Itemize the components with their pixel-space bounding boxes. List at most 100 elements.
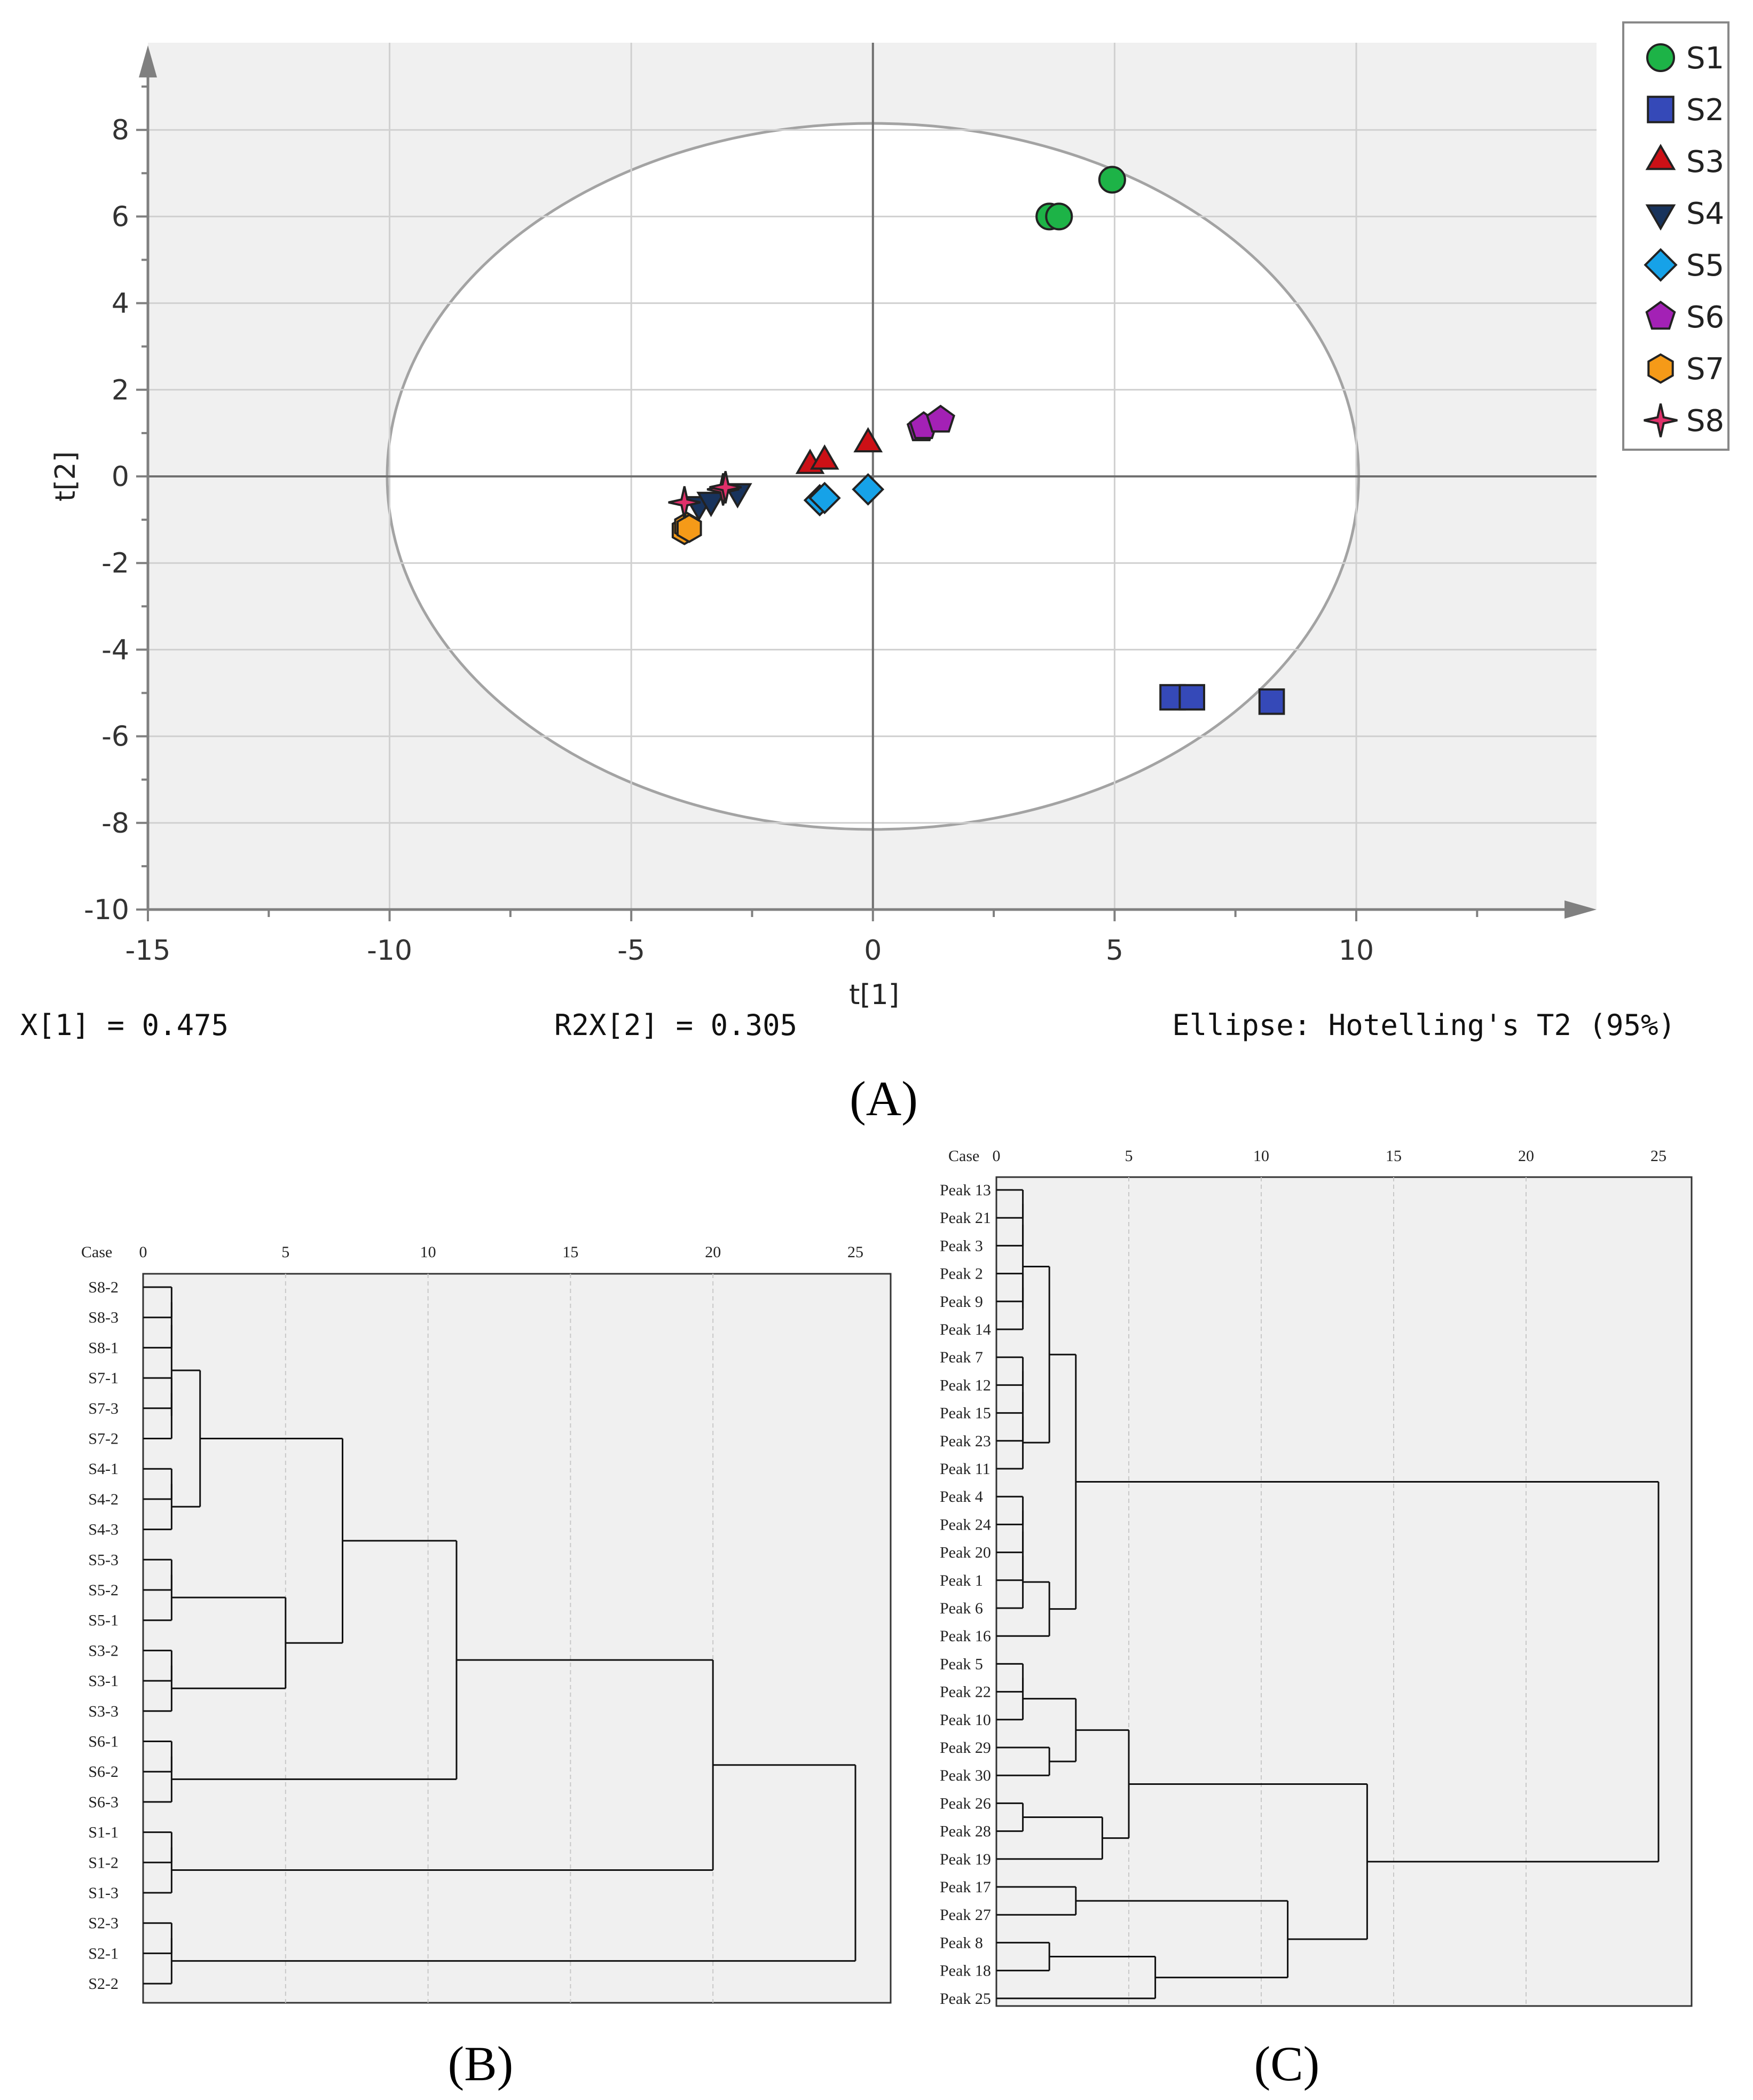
data-point-s8 bbox=[709, 471, 742, 504]
dendrogram-c-case-label: Case bbox=[948, 1147, 979, 1165]
y-tick-label: 8 bbox=[112, 114, 129, 146]
data-point-s1 bbox=[1098, 166, 1126, 194]
dendrogram-leaf-label: Peak 28 bbox=[940, 1823, 991, 1840]
dendrogram-scale-label: 0 bbox=[993, 1147, 1001, 1165]
dendrogram-leaf-label: Peak 6 bbox=[940, 1600, 983, 1617]
legend-label-s7: S7 bbox=[1686, 352, 1724, 387]
dendrogram-b-case-label: Case bbox=[81, 1243, 112, 1261]
data-point-s5 bbox=[852, 473, 885, 506]
legend-label-s6: S6 bbox=[1686, 300, 1724, 335]
panel-label-c: (C) bbox=[1254, 2036, 1320, 2091]
dendrogram-leaf-label: Peak 3 bbox=[940, 1237, 983, 1255]
dendrogram-leaf-label: Peak 17 bbox=[940, 1878, 991, 1896]
dendrogram-leaf-label: Peak 11 bbox=[940, 1460, 991, 1478]
dendrogram-leaf-label: Peak 20 bbox=[940, 1544, 991, 1562]
dendrogram-leaf-label: S8-2 bbox=[88, 1279, 119, 1296]
legend-box bbox=[1622, 21, 1730, 451]
data-point-s3 bbox=[809, 444, 839, 470]
dendrogram-c-leaf-labels: Peak 13 Peak 21 Peak 3 Peak 2 Peak 9 Peak 14 P… bbox=[940, 1181, 991, 2008]
dendrogram-leaf-label: S8-1 bbox=[88, 1339, 119, 1357]
y-tick-label: 0 bbox=[112, 461, 129, 493]
legend-label-s3: S3 bbox=[1686, 145, 1724, 179]
dendrogram-leaf-label: S2-1 bbox=[88, 1945, 119, 1962]
dendrogram-scale-label: 10 bbox=[420, 1243, 436, 1261]
dendrogram-leaf-label: S4-2 bbox=[88, 1491, 119, 1508]
dendrogram-leaf-label: Peak 5 bbox=[940, 1655, 983, 1673]
legend-marker-s5 bbox=[1644, 248, 1678, 282]
y-axis-label: t[2] bbox=[50, 451, 82, 502]
x-tick-label: -10 bbox=[367, 935, 412, 967]
dendrogram-leaf-label: Peak 13 bbox=[940, 1181, 991, 1199]
data-point-s2 bbox=[1258, 688, 1285, 715]
footer-r2x2: R2X[2] = 0.305 bbox=[554, 1008, 797, 1042]
dendrogram-leaf-label: Peak 18 bbox=[940, 1962, 991, 1980]
y-tick-label: -6 bbox=[101, 721, 129, 753]
dendrogram-c-background bbox=[995, 1176, 1693, 2007]
legend-marker-s4 bbox=[1645, 204, 1676, 231]
dendrogram-b-gridlines bbox=[285, 1274, 714, 2003]
data-point-s3 bbox=[853, 427, 883, 452]
dendrogram-leaf-label: S6-2 bbox=[88, 1763, 119, 1781]
dendrogram-scale-label: 5 bbox=[1125, 1147, 1133, 1165]
dendrogram-scale-label: 20 bbox=[705, 1243, 721, 1261]
y-tick-label: 6 bbox=[112, 201, 129, 233]
panel-label-b: (B) bbox=[448, 2036, 514, 2091]
legend-marker-s6 bbox=[1645, 301, 1676, 330]
legend-label-s1: S1 bbox=[1686, 41, 1724, 76]
dendrogram-scale-label: 5 bbox=[281, 1243, 289, 1261]
dendrogram-leaf-label: Peak 7 bbox=[940, 1349, 983, 1366]
dendrogram-leaf-label: Peak 10 bbox=[940, 1711, 991, 1729]
dendrogram-leaf-label: S5-2 bbox=[88, 1581, 119, 1599]
dendrogram-b-background bbox=[142, 1273, 892, 2004]
dendrogram-c-branches bbox=[996, 1189, 1660, 2000]
dendrogram-leaf-label: S1-1 bbox=[88, 1824, 119, 1842]
dendrogram-leaf-label: Peak 19 bbox=[940, 1851, 991, 1868]
data-point-s4 bbox=[696, 491, 726, 518]
dendrogram-leaf-label: Peak 1 bbox=[940, 1572, 983, 1589]
y-tick-label: -4 bbox=[101, 634, 129, 666]
data-point-s8 bbox=[668, 486, 701, 519]
plot-a-data-points bbox=[668, 166, 1285, 715]
dendrogram-c-scale: 0 5 10 15 20 25 bbox=[993, 1147, 1667, 1165]
dendrogram-leaf-label: S6-1 bbox=[88, 1733, 119, 1751]
dendrogram-leaf-label: S4-3 bbox=[88, 1521, 119, 1539]
x-tick-label: 0 bbox=[864, 935, 882, 967]
dendrogram-scale-label: 25 bbox=[847, 1243, 863, 1261]
dendrogram-b-leaf-labels: S8-2 S8-3 S8-1 S7-1 S7-3 S7-2 S4-1 S4-2 S4-3 S5-3… bbox=[88, 1279, 119, 1993]
dendrogram-b-scale: 0 5 10 15 20 25 bbox=[139, 1243, 864, 1261]
dendrogram-b-branches bbox=[143, 1286, 856, 1985]
dendrogram-scale-label: 25 bbox=[1650, 1147, 1666, 1165]
x-tick-label: -5 bbox=[617, 935, 645, 967]
dendrogram-leaf-label: Peak 29 bbox=[940, 1739, 991, 1757]
dendrogram-leaf-label: S3-2 bbox=[88, 1642, 119, 1659]
y-tick-label: -2 bbox=[101, 547, 129, 579]
pca-score-plot: -15 -10 -5 0 5 10 -10 -8 -6 -4 -2 0 2 4 6 8 t[1] t[2] S… bbox=[20, 21, 1730, 1126]
footer-ellipse: Ellipse: Hotelling's T2 (95%) bbox=[1172, 1008, 1676, 1042]
y-tick-label: 4 bbox=[112, 288, 129, 320]
dendrogram-leaf-label: S1-3 bbox=[88, 1884, 119, 1902]
dendrogram-leaf-label: Peak 12 bbox=[940, 1376, 991, 1394]
dendrogram-leaf-label: S4-1 bbox=[88, 1460, 119, 1478]
x-tick-label: -15 bbox=[125, 935, 171, 967]
dendrogram-leaf-label: Peak 23 bbox=[940, 1432, 991, 1450]
dendrogram-scale-label: 0 bbox=[139, 1243, 147, 1261]
data-point-s7 bbox=[677, 513, 702, 543]
dendrogram-leaf-label: S7-1 bbox=[88, 1369, 119, 1387]
dendrogram-leaf-label: S7-3 bbox=[88, 1400, 119, 1417]
dendrogram-leaf-label: Peak 30 bbox=[940, 1767, 991, 1784]
dendrogram-leaf-label: Peak 24 bbox=[940, 1516, 991, 1533]
dendrogram-leaf-label: S8-3 bbox=[88, 1309, 119, 1327]
dendrogram-leaf-label: S2-2 bbox=[88, 1975, 119, 1993]
x-tick-label: 5 bbox=[1106, 935, 1123, 967]
dendrogram-leaf-label: S3-3 bbox=[88, 1703, 119, 1720]
dendrogram-leaf-label: Peak 4 bbox=[940, 1488, 983, 1506]
dendrogram-c-gridlines bbox=[1128, 1177, 1527, 2006]
data-point-s1 bbox=[1045, 202, 1073, 231]
dendrogram-scale-label: 15 bbox=[562, 1243, 578, 1261]
dendrogram-leaf-label: Peak 2 bbox=[940, 1265, 983, 1283]
dendrogram-leaf-label: S2-3 bbox=[88, 1915, 119, 1932]
dendrogram-scale-label: 15 bbox=[1386, 1147, 1402, 1165]
dendrogram-leaf-label: S6-3 bbox=[88, 1793, 119, 1811]
data-point-s5 bbox=[808, 482, 841, 514]
